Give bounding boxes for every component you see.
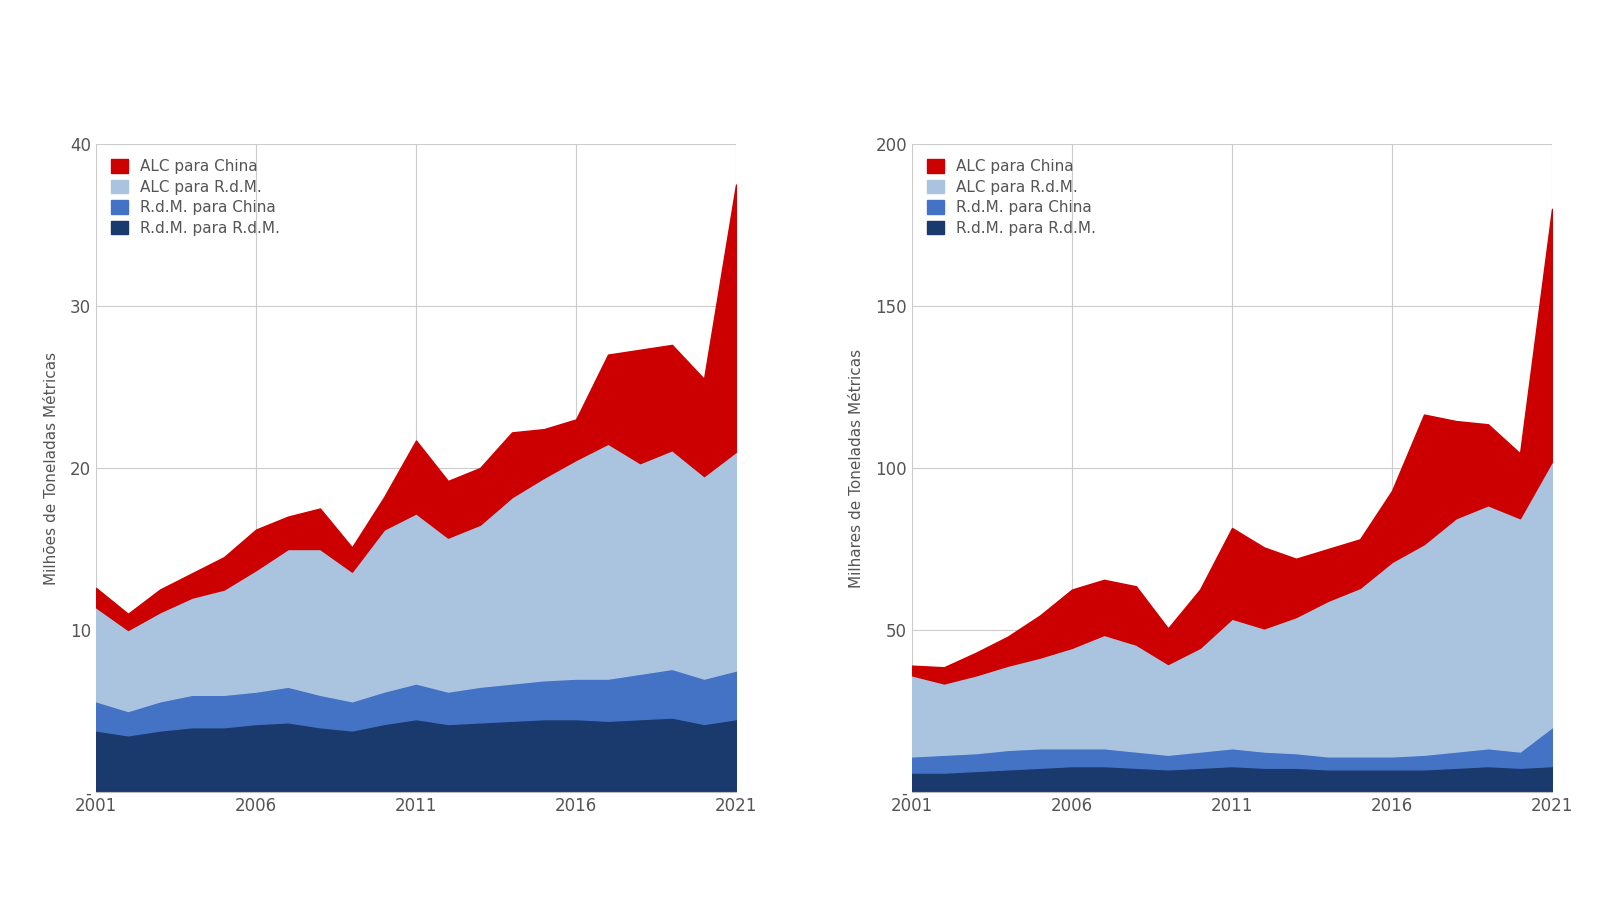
Legend: ALC para China, ALC para R.d.M., R.d.M. para China, R.d.M. para R.d.M.: ALC para China, ALC para R.d.M., R.d.M. … (104, 151, 288, 243)
Legend: ALC para China, ALC para R.d.M., R.d.M. para China, R.d.M. para R.d.M.: ALC para China, ALC para R.d.M., R.d.M. … (920, 151, 1104, 243)
Y-axis label: Milhões de Toneladas Métricas: Milhões de Toneladas Métricas (43, 351, 59, 585)
Y-axis label: Milhares de Toneladas Métricas: Milhares de Toneladas Métricas (850, 348, 864, 588)
